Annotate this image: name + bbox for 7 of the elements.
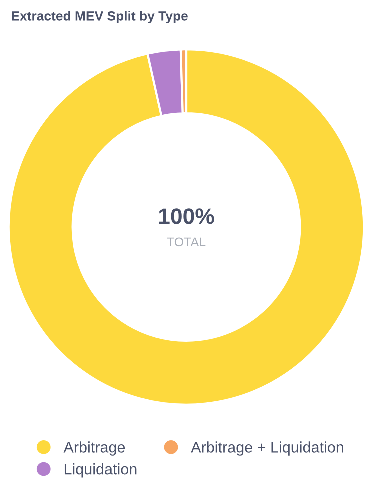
text: 100% — [159, 208, 214, 224]
legend-label: Arbitrage — [64, 442, 126, 456]
chart-title: Extracted MEV Split by Type — [12, 11, 188, 24]
text: TOTAL — [167, 238, 206, 247]
legend-label: Liquidation — [64, 464, 137, 478]
legend-label: Arbitrage + Liquidation — [191, 442, 344, 456]
donut-slice — [8, 48, 366, 406]
